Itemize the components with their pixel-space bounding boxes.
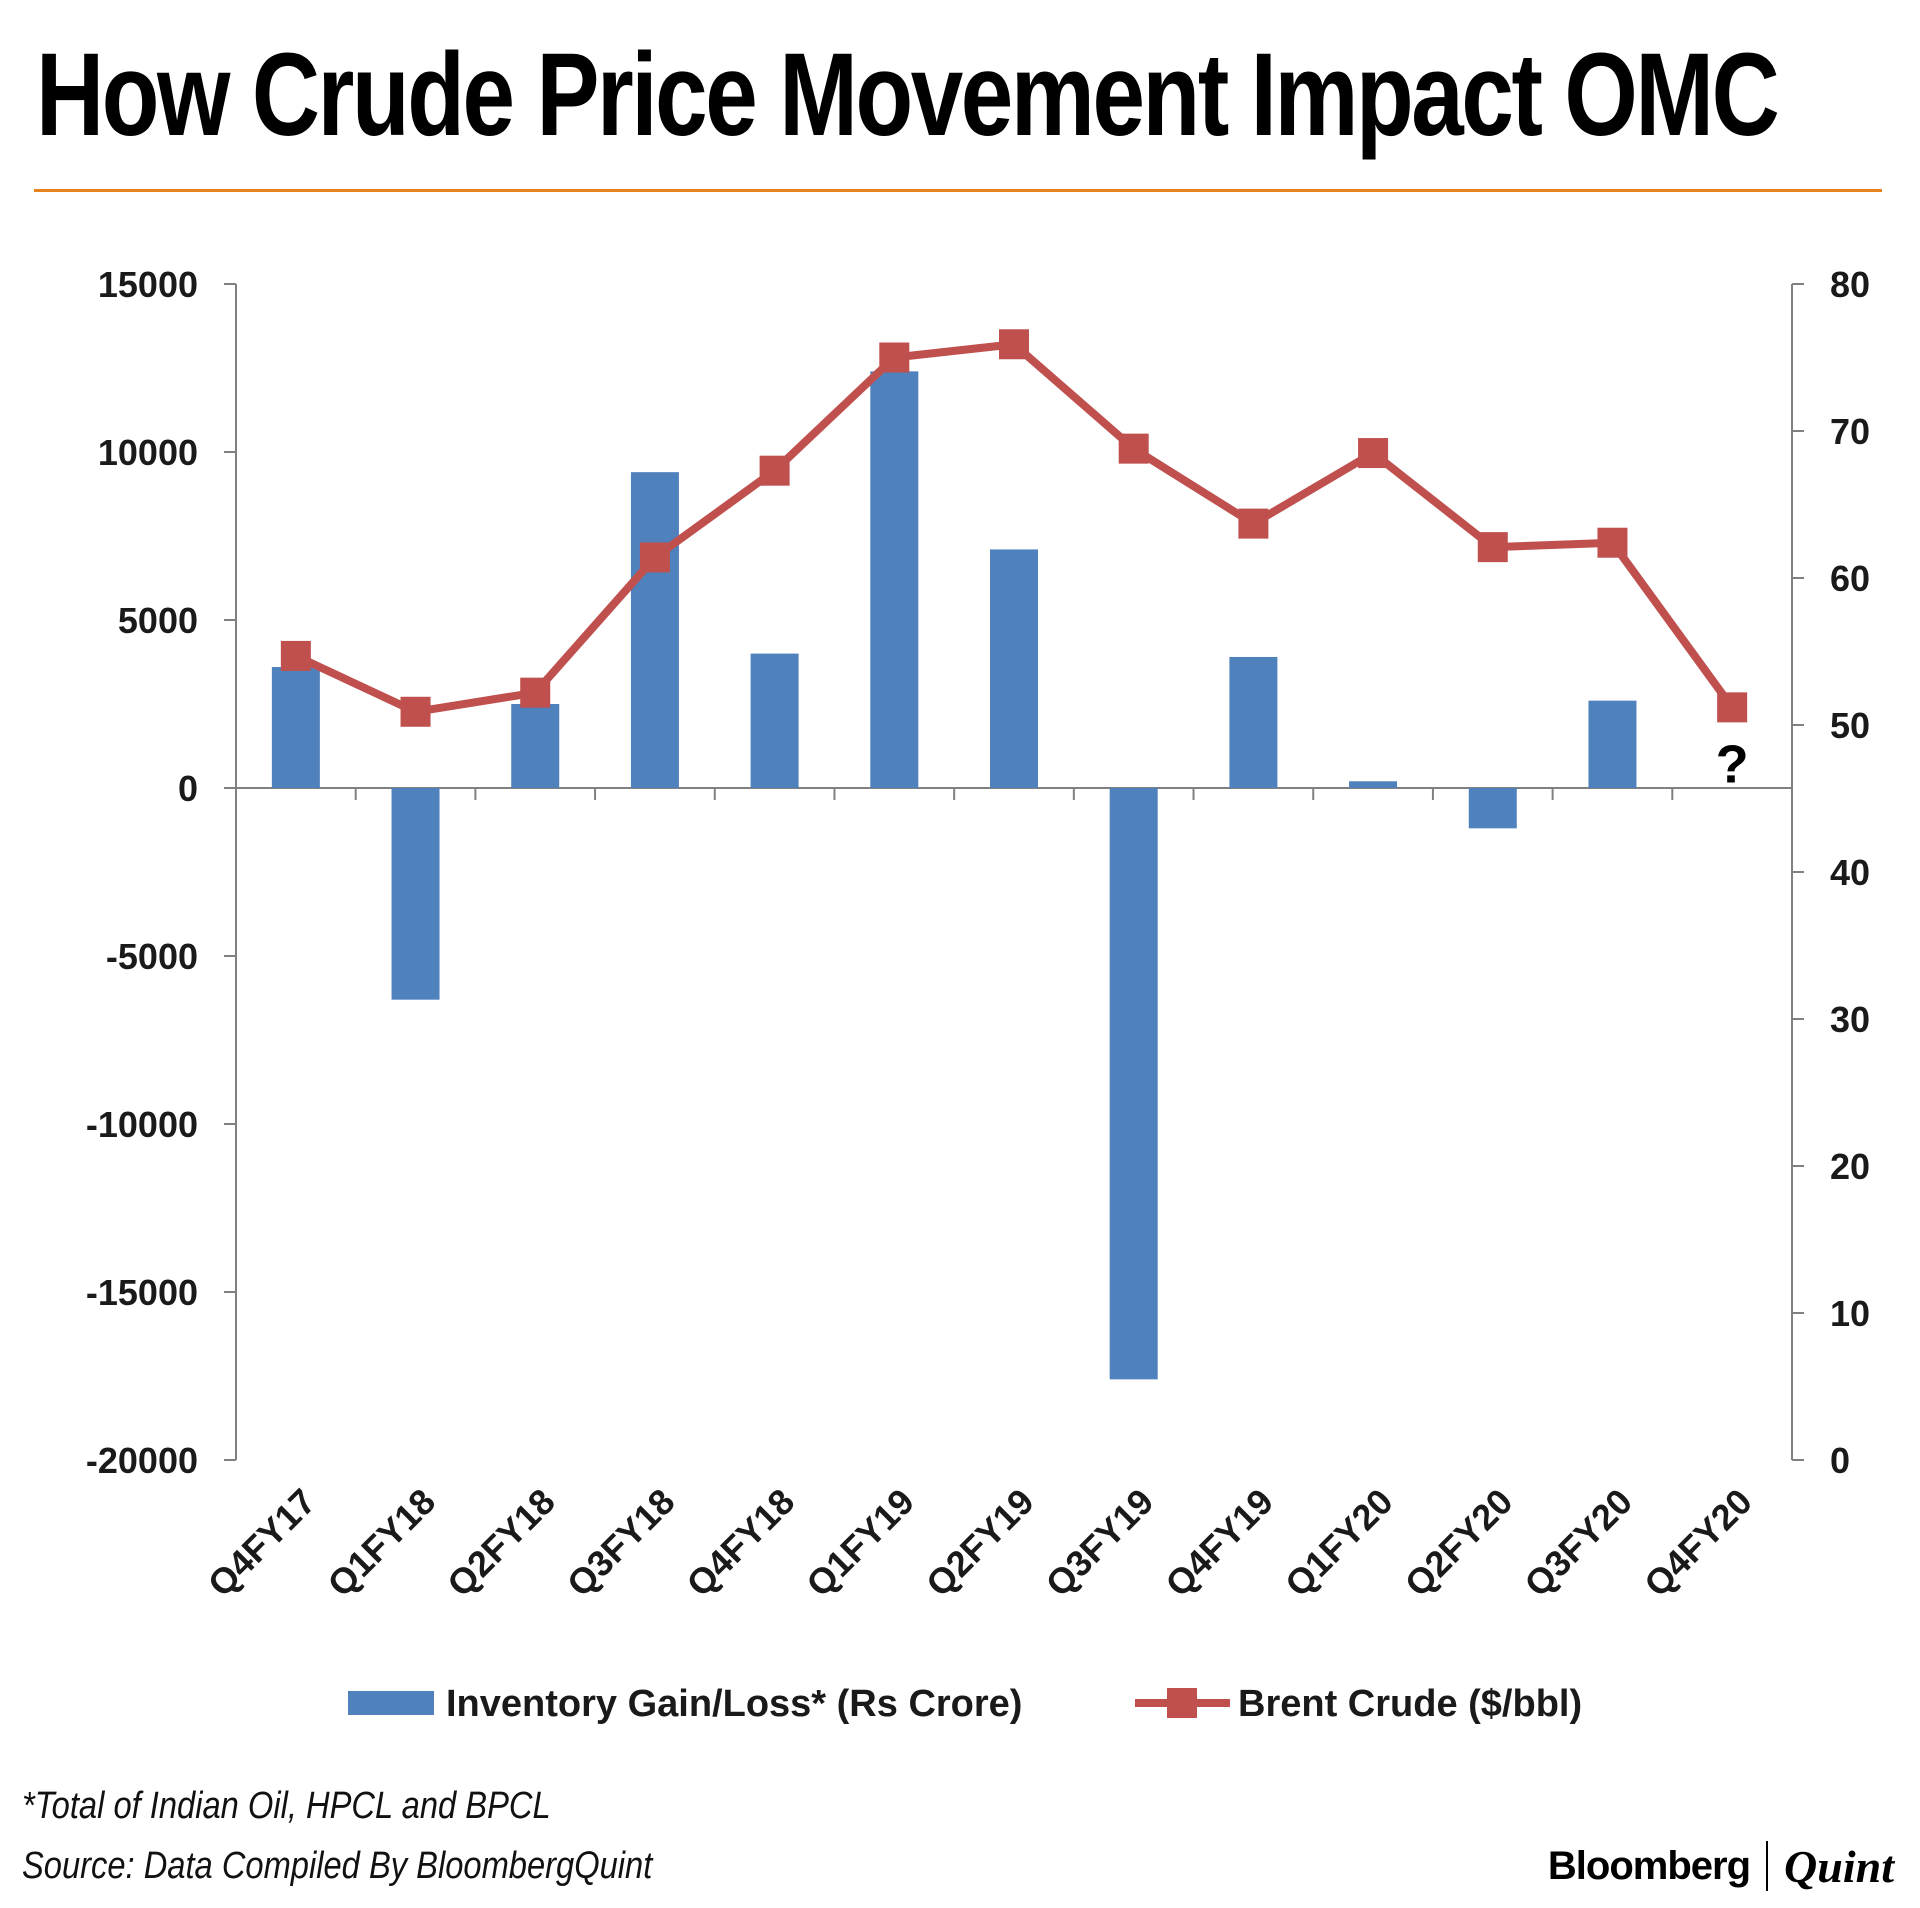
- legend-line-label: Brent Crude ($/bbl): [1238, 1683, 1582, 1725]
- combo-chart: 15000 10000 5000 0 -5000 -10000 -15000 -20000 80…: [86, 264, 1870, 1725]
- bar-Q2FY18: [511, 704, 560, 788]
- chart-legend: Inventory Gain/Loss* (Rs Crore) Brent Cru…: [348, 1683, 1582, 1725]
- bar-Q2FY19: [990, 549, 1038, 788]
- bar-Q4FY18: [750, 653, 799, 788]
- marker-Q1FY20: [1358, 438, 1389, 469]
- marker-Q2FY20: [1477, 532, 1508, 563]
- category-label: Q2FY19: [918, 1481, 1042, 1605]
- chart-axes: [224, 283, 1804, 1461]
- bar-Q1FY19: [870, 371, 919, 788]
- category-label: Q3FY19: [1038, 1481, 1162, 1605]
- bar-Q2FY20: [1468, 788, 1517, 829]
- inventory-bars: [271, 371, 1637, 1380]
- left-tick-label: 5000: [118, 600, 198, 641]
- category-label: Q2FY18: [439, 1481, 563, 1605]
- bar-Q1FY18: [391, 788, 440, 1000]
- marker-Q4FY18: [759, 455, 790, 486]
- right-tick-label: 80: [1830, 264, 1870, 305]
- bar-Q3FY20: [1588, 700, 1637, 788]
- marker-Q3FY19: [1118, 433, 1149, 464]
- legend-bar-label: Inventory Gain/Loss* (Rs Crore): [446, 1683, 1022, 1725]
- marker-Q4FY19: [1238, 508, 1269, 539]
- logo-quint: Quint: [1784, 1840, 1894, 1892]
- logo-separator: [1766, 1841, 1769, 1891]
- bar-Q3FY18: [630, 472, 679, 788]
- bar-Q4FY19: [1229, 656, 1278, 788]
- category-label: Q2FY20: [1397, 1481, 1521, 1605]
- right-tick-label: 10: [1830, 1293, 1870, 1334]
- chart-title: How Crude Price Movement Impact OMC: [36, 29, 1780, 161]
- left-tick-label: -10000: [86, 1104, 198, 1145]
- logo-bloomberg: Bloomberg: [1547, 1843, 1751, 1888]
- left-tick-label: 15000: [98, 264, 198, 305]
- category-label: Q4FY19: [1157, 1481, 1281, 1605]
- right-tick-label: 20: [1830, 1146, 1870, 1187]
- category-label: Q3FY18: [559, 1481, 683, 1605]
- right-tick-label: 40: [1830, 852, 1870, 893]
- bar-Q1FY20: [1349, 781, 1398, 788]
- right-tick-label: 60: [1830, 558, 1870, 599]
- right-tick-label: 30: [1830, 999, 1870, 1040]
- brand-logo: Bloomberg Quint: [1548, 1836, 1894, 1896]
- bar-Q3FY19: [1109, 788, 1158, 1380]
- marker-Q4FY20: [1717, 692, 1748, 723]
- category-label: Q3FY20: [1516, 1481, 1640, 1605]
- annotation-question-mark: ?: [1716, 734, 1749, 794]
- marker-Q3FY18: [639, 542, 670, 573]
- category-label: Q1FY20: [1277, 1481, 1401, 1605]
- axis-labels: 15000 10000 5000 0 -5000 -10000 -15000 -20000 80…: [86, 264, 1870, 1604]
- marker-Q2FY18: [520, 677, 551, 708]
- category-label: Q4FY17: [200, 1481, 324, 1605]
- category-label: Q4FY20: [1636, 1481, 1760, 1605]
- left-tick-label: -5000: [106, 936, 198, 977]
- brent-line: [280, 329, 1748, 727]
- left-tick-label: 0: [178, 768, 198, 809]
- category-label: Q1FY18: [319, 1481, 443, 1605]
- left-tick-label: -20000: [86, 1440, 198, 1481]
- legend-bar-swatch: [348, 1691, 434, 1715]
- bar-Q4FY17: [271, 667, 320, 788]
- footnote: *Total of Indian Oil, HPCL and BPCL: [22, 1785, 551, 1827]
- left-tick-label: -15000: [86, 1272, 198, 1313]
- source-note: Source: Data Compiled By BloombergQuint: [22, 1845, 653, 1887]
- right-tick-label: 0: [1830, 1440, 1850, 1481]
- right-tick-label: 50: [1830, 705, 1870, 746]
- legend-line-marker: [1167, 1688, 1197, 1718]
- title-divider: [34, 189, 1882, 192]
- marker-Q1FY19: [879, 342, 910, 373]
- left-tick-label: 10000: [98, 432, 198, 473]
- marker-Q4FY17: [280, 640, 311, 671]
- right-tick-label: 70: [1830, 411, 1870, 452]
- marker-Q3FY20: [1597, 527, 1628, 558]
- category-label: Q4FY18: [678, 1481, 802, 1605]
- category-label: Q1FY19: [798, 1481, 922, 1605]
- marker-Q2FY19: [999, 329, 1029, 360]
- marker-Q1FY18: [400, 696, 431, 727]
